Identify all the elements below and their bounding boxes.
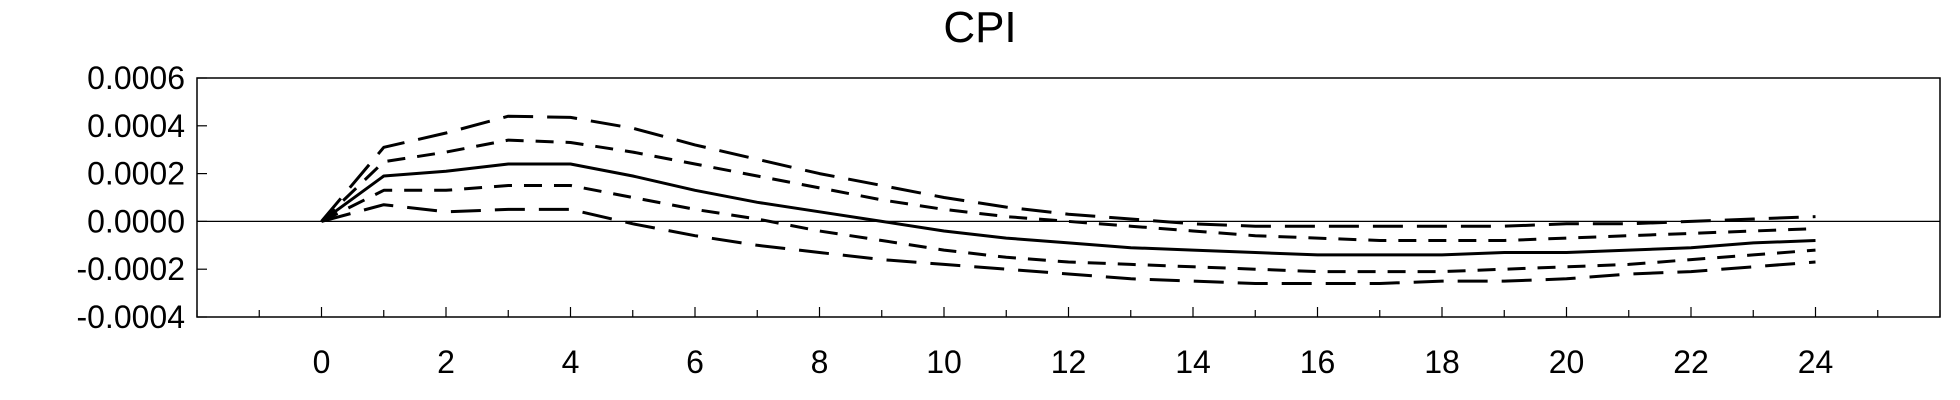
series-line-4-short-dash xyxy=(320,184,1816,274)
x-axis: 0 2 4 6 8 10 12 14 16 18 20 22 24 xyxy=(196,307,1941,380)
y-tick-label: -0.0002 xyxy=(76,251,185,287)
x-tick-label: 24 xyxy=(1798,344,1834,380)
x-tick-label: 16 xyxy=(1300,344,1336,380)
series-group xyxy=(320,114,1816,285)
y-tick-label: -0.0004 xyxy=(76,299,185,335)
x-tick-label: 2 xyxy=(437,344,455,380)
x-tick-label: 4 xyxy=(562,344,580,380)
x-tick-label: 18 xyxy=(1424,344,1460,380)
x-tick-label: 14 xyxy=(1175,344,1211,380)
y-tick-label: 0.0000 xyxy=(87,203,185,239)
y-axis: 0.0006 0.0004 0.0002 0.0000 -0.0002 -0.0004 xyxy=(76,60,207,335)
x-tick-label: 8 xyxy=(811,344,829,380)
x-tick-label: 22 xyxy=(1673,344,1709,380)
chart-title: CPI xyxy=(943,3,1016,52)
series-line-1-long-dash xyxy=(320,114,1816,228)
x-tick-label: 0 xyxy=(313,344,331,380)
y-tick-label: 0.0006 xyxy=(87,60,185,96)
x-tick-label: 20 xyxy=(1549,344,1585,380)
x-tick-label: 10 xyxy=(926,344,962,380)
x-tick-label: 12 xyxy=(1051,344,1087,380)
series-line-2-short-dash xyxy=(320,138,1816,242)
series-line-3-solid xyxy=(320,162,1816,257)
series-line-5-long-dash xyxy=(321,203,1816,285)
x-tick-label: 6 xyxy=(686,344,704,380)
y-tick-label: 0.0002 xyxy=(87,156,185,192)
plot-frame xyxy=(196,77,1941,318)
y-tick-label: 0.0004 xyxy=(87,108,185,144)
